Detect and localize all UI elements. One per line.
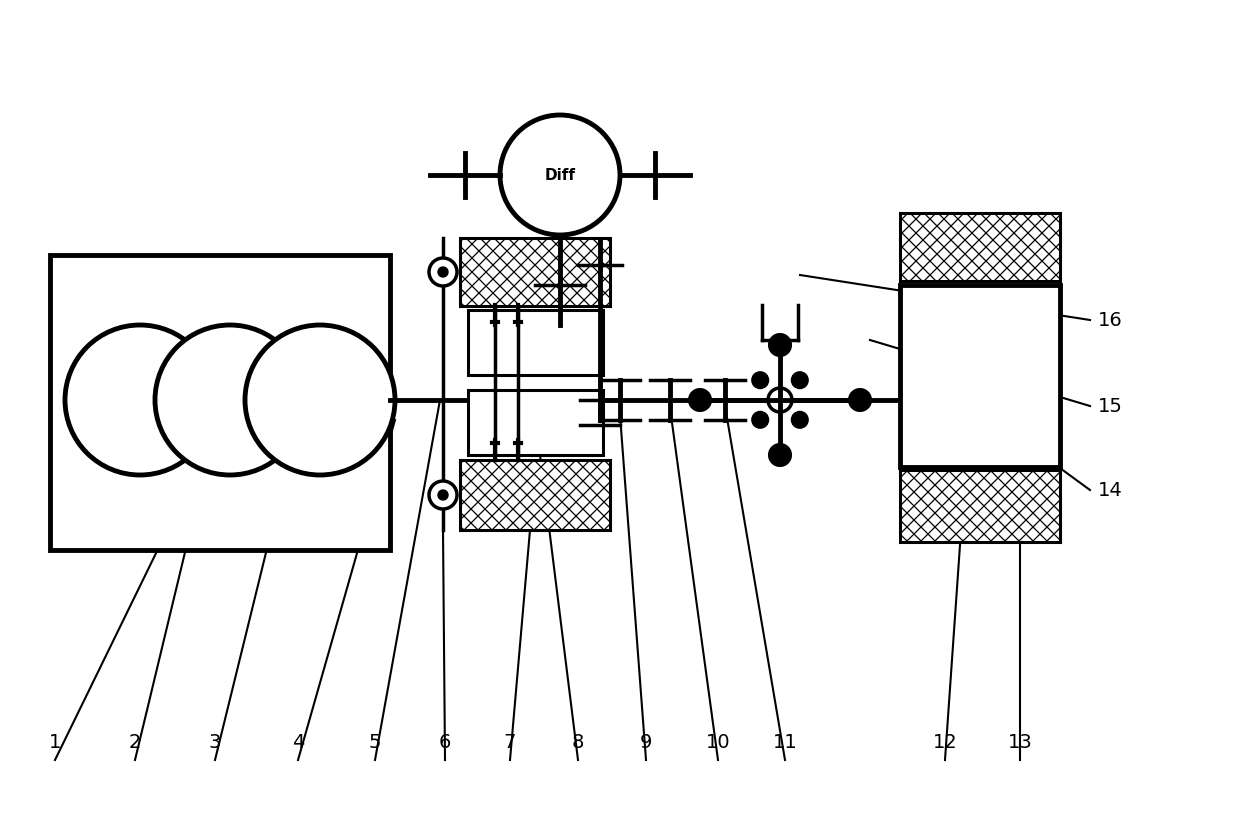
- Bar: [460, 238, 610, 306]
- Bar: [460, 460, 610, 530]
- Text: 4: 4: [291, 733, 304, 752]
- Bar: [900, 470, 1060, 542]
- Bar: [467, 390, 603, 455]
- Circle shape: [429, 481, 458, 509]
- Text: 14: 14: [1097, 481, 1122, 499]
- Text: 6: 6: [439, 733, 451, 752]
- Text: 12: 12: [932, 733, 957, 752]
- Circle shape: [689, 389, 711, 411]
- Circle shape: [753, 372, 769, 388]
- Circle shape: [792, 372, 807, 388]
- Text: 15: 15: [1097, 397, 1123, 415]
- Circle shape: [438, 267, 448, 277]
- Circle shape: [792, 412, 807, 428]
- Bar: [900, 213, 1060, 281]
- Circle shape: [768, 388, 792, 412]
- Circle shape: [500, 115, 620, 235]
- Text: 11: 11: [773, 733, 797, 752]
- Text: 1: 1: [48, 733, 61, 752]
- Circle shape: [246, 325, 396, 475]
- Circle shape: [64, 325, 215, 475]
- Bar: [460, 238, 610, 306]
- Circle shape: [753, 412, 769, 428]
- Bar: [460, 460, 610, 530]
- Text: 13: 13: [1008, 733, 1033, 752]
- Text: 3: 3: [208, 733, 221, 752]
- Text: 8: 8: [572, 733, 584, 752]
- Text: 16: 16: [1097, 311, 1122, 330]
- Bar: [467, 310, 603, 375]
- Bar: [900, 213, 1060, 281]
- Circle shape: [769, 444, 791, 466]
- Bar: [900, 285, 1060, 467]
- Bar: [50, 255, 391, 550]
- Circle shape: [849, 389, 870, 411]
- Text: 10: 10: [706, 733, 730, 752]
- Text: Diff: Diff: [544, 167, 575, 183]
- Circle shape: [155, 325, 305, 475]
- Text: 5: 5: [368, 733, 381, 752]
- Bar: [900, 470, 1060, 542]
- Circle shape: [769, 334, 791, 356]
- Circle shape: [429, 258, 458, 286]
- Text: 7: 7: [503, 733, 516, 752]
- Circle shape: [438, 490, 448, 500]
- Text: 9: 9: [640, 733, 652, 752]
- Text: 2: 2: [129, 733, 141, 752]
